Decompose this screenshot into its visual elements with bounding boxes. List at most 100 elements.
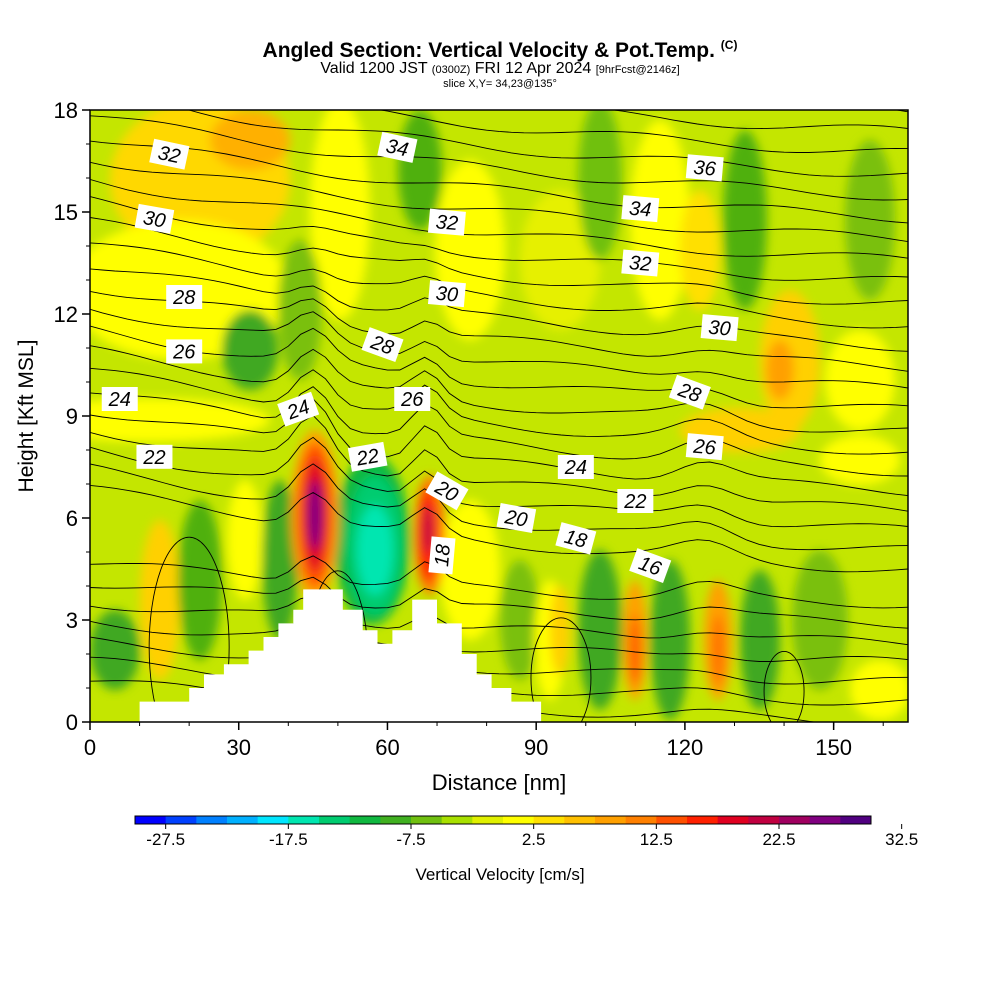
contour-label: 24: [101, 387, 138, 411]
contour-label-text: 34: [384, 135, 410, 161]
contour-label: 18: [428, 536, 456, 575]
contour-label: 28: [668, 374, 711, 410]
colorbar-swatch: [288, 816, 320, 824]
theta-contour-line: [90, 290, 908, 372]
contour-label-text: 30: [435, 283, 459, 307]
y-tick-label: 9: [66, 404, 78, 429]
contour-label: 30: [134, 203, 175, 234]
colorbar-swatch: [227, 816, 259, 824]
colorbar-swatch: [748, 816, 780, 824]
contour-label: 26: [394, 387, 431, 411]
contour-label: 34: [377, 131, 418, 163]
contour-label: 22: [136, 444, 173, 469]
x-tick-label: 120: [667, 735, 704, 760]
contour-label-box: [377, 131, 418, 163]
theta-contour-line: [90, 555, 908, 609]
colorbar-swatch: [533, 816, 565, 824]
colorbar-swatch: [411, 816, 443, 824]
theta-contour-line: [187, 110, 908, 177]
contour-label-box: [496, 503, 537, 533]
colorbar-swatch: [257, 816, 289, 824]
chart-title: Angled Section: Vertical Velocity & Pot.…: [0, 38, 1000, 63]
contour-label-text: 26: [172, 341, 196, 363]
copyright-mark: (C): [720, 38, 738, 52]
theta-contour-line: [90, 140, 908, 224]
colorbar-swatch: [779, 816, 811, 824]
contour-label-box: [361, 327, 404, 363]
colorbar-swatch: [503, 816, 535, 824]
colorbar-swatch: [319, 816, 351, 824]
colorbar-swatch: [687, 816, 719, 824]
contour-label-box: [149, 138, 190, 170]
contour-label-box: [557, 455, 594, 479]
theta-contour-line: [90, 576, 908, 629]
contour-label-box: [277, 391, 320, 427]
colorbar-swatch: [349, 816, 381, 824]
contour-label-box: [700, 314, 739, 342]
theta-contour-line: [90, 484, 908, 573]
colorbar-tick-label: -27.5: [146, 830, 185, 849]
contour-label-text: 24: [564, 457, 587, 479]
valid-time: Valid 1200 JST: [320, 60, 428, 77]
contour-label-box: [427, 280, 466, 308]
y-tick-label: 12: [54, 302, 78, 327]
contour-label-box: [668, 374, 711, 410]
colorbar-tick-label: -17.5: [269, 830, 308, 849]
contour-label: 26: [166, 339, 203, 364]
valid-date: FRI 12 Apr 2024: [474, 60, 592, 77]
contour-label: 22: [617, 489, 654, 513]
y-tick-label: 6: [66, 506, 78, 531]
colorbar-swatch: [840, 816, 872, 824]
x-axis-label: Distance [nm]: [432, 770, 567, 795]
theta-contour-line: [90, 636, 908, 685]
colorbar-tick-label: 12.5: [640, 830, 673, 849]
theta-contour-line: [90, 616, 908, 662]
theta-contour-line: [90, 595, 908, 646]
theta-contour-line: [90, 178, 908, 259]
contour-label-box: [427, 208, 466, 236]
theta-contour-line: [90, 414, 908, 512]
contour-label-box: [617, 489, 654, 513]
contour-label-box: [685, 433, 724, 461]
colorbar-swatch: [595, 816, 627, 824]
x-tick-label: 90: [524, 735, 548, 760]
colorbar-swatch: [380, 816, 412, 824]
contour-label-box: [428, 536, 456, 575]
contour-label-text: 28: [172, 287, 195, 309]
utc-time: (0300Z): [431, 64, 471, 76]
colorbar-swatch: [564, 816, 596, 824]
theta-contour-line: [90, 325, 908, 409]
y-axis-label: Height [Kft MSL]: [15, 340, 38, 493]
contour-label-box: [629, 548, 672, 584]
contour-label: 20: [496, 503, 537, 533]
theta-contour-line: [90, 115, 908, 201]
contour-label-text: 20: [502, 506, 529, 532]
title-main: Angled Section: Vertical Velocity & Pot.…: [262, 39, 715, 62]
contour-label-text: 26: [400, 389, 424, 411]
colorbar: -27.5 -17.5 -7.5 2.5 12.5 22.5 32.5: [134, 815, 918, 849]
contour-label-box: [685, 154, 724, 182]
colorbar-swatch: [472, 816, 504, 824]
terrain-mask: [90, 589, 908, 722]
colorbar-tick-label: 2.5: [522, 830, 546, 849]
theta-contour-line: [610, 110, 908, 130]
x-tick-label: 150: [815, 735, 852, 760]
contour-label-text: 32: [435, 211, 459, 235]
theta-contour-line: [90, 386, 908, 477]
contour-label-box: [166, 285, 203, 309]
theta-contour-line: [90, 0, 908, 72]
theta-contour-cell: [763, 650, 805, 722]
contour-label-box: [555, 522, 597, 555]
y-tick-label: 15: [54, 200, 78, 225]
theta-contour-line: [90, 196, 908, 281]
contour-label-box: [621, 249, 660, 277]
contour-label-text: 22: [354, 445, 381, 471]
colorbar-swatch: [809, 816, 841, 824]
forecast-info: [9hrFcst@2146z]: [595, 64, 680, 76]
contour-label-text: 22: [142, 447, 165, 469]
contour-label-text: 34: [628, 198, 652, 222]
colorbar-tick-label: 22.5: [762, 830, 795, 849]
colorbar-swatch: [135, 816, 167, 824]
contour-label: 30: [700, 314, 739, 342]
theta-contour-cell: [530, 617, 592, 722]
